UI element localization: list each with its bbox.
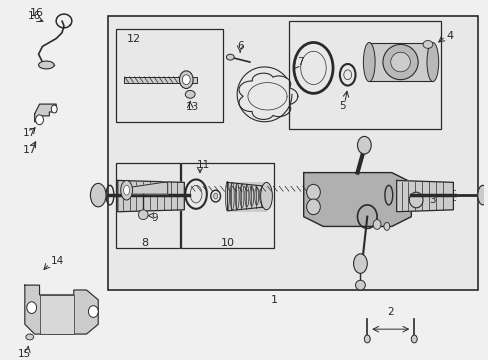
Ellipse shape [36,115,43,125]
Polygon shape [227,183,266,211]
Text: 12: 12 [126,33,140,44]
Polygon shape [35,104,56,122]
Ellipse shape [88,306,98,318]
Bar [288,21,440,129]
Text: 16: 16 [28,11,41,21]
Text: 16: 16 [30,8,43,18]
Bar [108,16,477,290]
Ellipse shape [306,199,320,215]
Text: 10: 10 [220,238,234,248]
Text: 2: 2 [386,307,393,316]
Ellipse shape [383,222,389,230]
Ellipse shape [51,105,57,113]
Ellipse shape [355,280,365,290]
Text: 14: 14 [50,256,63,266]
Bar [116,29,223,122]
Ellipse shape [382,44,417,80]
Ellipse shape [27,302,37,314]
Text: 11: 11 [197,160,210,170]
Text: 8: 8 [142,238,148,248]
Ellipse shape [410,335,416,343]
Ellipse shape [408,192,422,208]
Text: 9: 9 [151,213,158,222]
Bar [368,44,432,81]
Ellipse shape [138,210,148,220]
Ellipse shape [364,335,369,343]
Ellipse shape [226,54,234,60]
Bar [227,183,266,212]
Ellipse shape [426,42,438,82]
Ellipse shape [260,183,272,210]
Bar [40,295,74,334]
Bar [181,163,274,248]
Polygon shape [123,183,167,194]
Text: 13: 13 [185,102,199,112]
Text: 15: 15 [18,348,31,359]
Ellipse shape [390,52,409,72]
Ellipse shape [372,220,380,229]
Ellipse shape [353,254,366,273]
Ellipse shape [179,71,193,89]
Ellipse shape [477,185,487,205]
Polygon shape [303,172,410,226]
Ellipse shape [422,41,432,48]
Polygon shape [396,180,452,212]
Ellipse shape [121,180,132,200]
Polygon shape [118,180,184,212]
Polygon shape [25,285,98,334]
Text: 3: 3 [428,195,435,205]
Ellipse shape [363,42,374,82]
Bar [123,77,197,82]
Ellipse shape [213,193,217,199]
Text: 6: 6 [236,41,243,51]
Text: 1: 1 [270,295,277,305]
Ellipse shape [39,61,54,69]
Text: 17: 17 [22,145,37,155]
Ellipse shape [306,184,320,200]
Ellipse shape [357,136,370,154]
Ellipse shape [182,75,190,85]
Ellipse shape [123,185,129,195]
Ellipse shape [185,90,195,98]
Text: 7: 7 [297,57,304,67]
Ellipse shape [90,183,106,207]
Ellipse shape [26,334,34,340]
Text: 5: 5 [339,101,346,111]
Text: 17: 17 [23,129,36,139]
Bar [116,163,180,248]
Text: 4: 4 [446,31,453,41]
